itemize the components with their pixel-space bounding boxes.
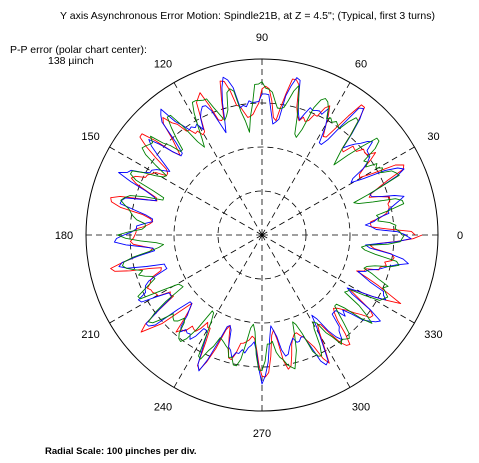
angle-tick-label: 60 <box>355 59 367 71</box>
angle-tick-label: 120 <box>154 59 172 71</box>
chart-title: Y axis Asynchronous Error Motion: Spindl… <box>60 10 435 22</box>
grid-ring <box>173 146 351 324</box>
error-traces <box>110 76 423 385</box>
angle-tick-label: 180 <box>55 230 73 242</box>
angle-tick-label: 150 <box>81 131 99 143</box>
pp-error-label: P-P error (polar chart center): <box>10 44 147 56</box>
outer-circle <box>85 58 439 412</box>
angle-tick-label: 240 <box>154 401 172 413</box>
radial-scale-note: Radial Scale: 100 µinches per div. <box>45 446 197 457</box>
angle-tick-label: 90 <box>256 32 268 44</box>
grid-spoke <box>173 82 263 236</box>
error-trace <box>113 76 412 385</box>
angle-tick-label: 210 <box>81 329 99 341</box>
grid-spoke <box>109 234 263 324</box>
error-trace <box>110 78 423 378</box>
angle-tick-label: 270 <box>253 428 271 440</box>
angle-tick-label: 30 <box>427 131 439 143</box>
pp-error-value: 138 µinch <box>48 55 94 67</box>
angle-tick-label: 300 <box>352 401 370 413</box>
angle-tick-label: 0 <box>457 230 463 242</box>
polar-grid <box>85 58 439 412</box>
error-trace <box>117 81 405 371</box>
angle-tick-labels: 0 30 60 90 120 150 180 210 240 270 300 330 <box>55 32 463 440</box>
angle-tick-label: 330 <box>424 329 442 341</box>
grid-spoke <box>261 234 415 324</box>
